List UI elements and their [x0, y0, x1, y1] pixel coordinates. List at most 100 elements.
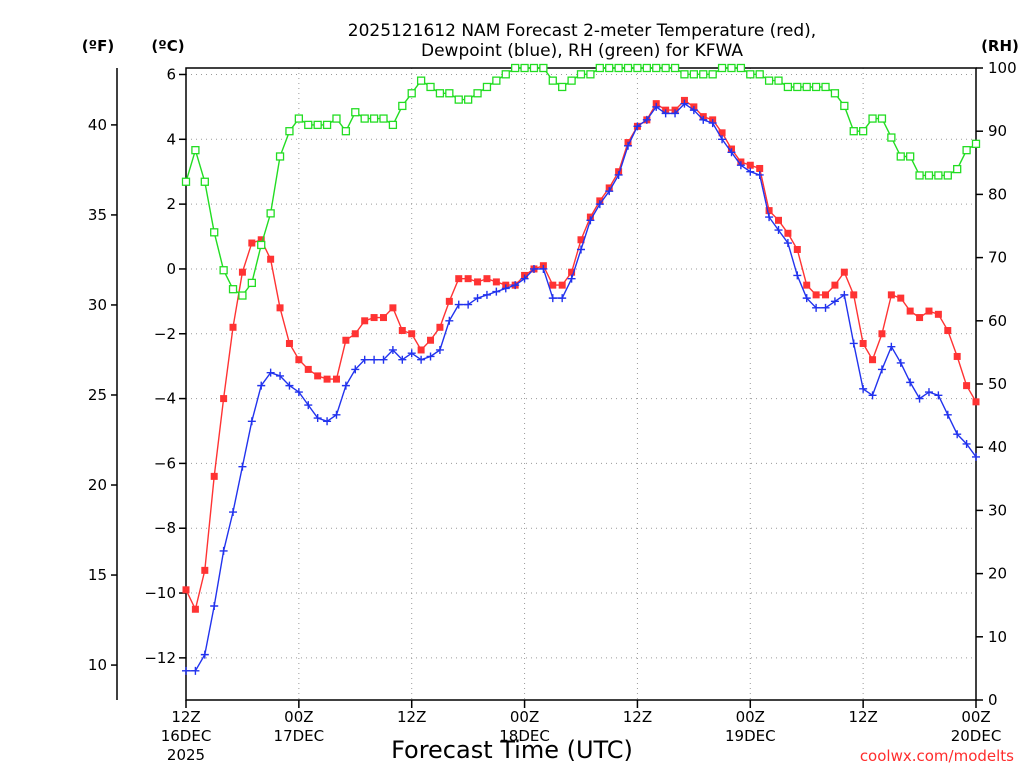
- temperature-point: [803, 281, 811, 289]
- dewpoint-point: [586, 216, 595, 225]
- rh-tick-label: 80: [988, 185, 1007, 203]
- rh-tick-label: 70: [988, 249, 1007, 267]
- rh-point: [228, 285, 238, 294]
- dewpoint-point: [304, 401, 313, 410]
- dewpoint-point: [210, 602, 219, 611]
- temperature-point: [549, 281, 557, 289]
- rh-point: [529, 63, 539, 73]
- rh-point: [266, 209, 275, 218]
- dewpoint-point: [642, 115, 651, 124]
- fahrenheit-tick-label: 40: [88, 116, 107, 134]
- dewpoint-point: [887, 342, 896, 351]
- temperature-point: [859, 339, 867, 347]
- dewpoint-point: [285, 381, 294, 390]
- rh-point: [755, 70, 764, 79]
- temperature-point: [906, 307, 914, 315]
- rh-point: [586, 70, 595, 79]
- x-tick-label-date: 20DEC: [951, 727, 1002, 745]
- temperature-point: [483, 275, 491, 283]
- celsius-tick-label: 6: [166, 65, 176, 83]
- rh-point: [887, 133, 896, 142]
- rh-tick-label: 10: [988, 628, 1007, 646]
- axes: 403530252015106420−2−4−6−8−10−1210090807…: [88, 59, 1017, 764]
- temperature-point: [812, 291, 820, 299]
- temperature-point: [436, 323, 444, 331]
- temperature-point: [389, 304, 397, 312]
- rh-point: [332, 114, 341, 123]
- rh-point: [200, 177, 209, 186]
- x-tick-label-time: 12Z: [623, 708, 652, 726]
- dewpoint-series: [182, 99, 980, 675]
- rh-point: [953, 164, 962, 174]
- dewpoint-point: [398, 355, 407, 364]
- rh-point: [746, 70, 755, 79]
- temperature-point: [869, 356, 877, 364]
- dewpoint-point: [370, 355, 379, 364]
- rh-point: [736, 63, 746, 73]
- rh-tick-label: 30: [988, 501, 1007, 519]
- rh-point: [830, 89, 840, 98]
- dewpoint-point: [746, 167, 755, 176]
- dewpoint-point: [614, 170, 623, 179]
- rh-point: [454, 95, 463, 104]
- rh-point: [934, 171, 943, 180]
- rh-point: [868, 114, 877, 123]
- temperature-point: [427, 336, 435, 344]
- dewpoint-point: [727, 148, 736, 157]
- rh-point: [511, 63, 520, 73]
- temperature-point: [756, 164, 764, 172]
- dewpoint-point: [605, 187, 614, 196]
- rh-point: [661, 63, 670, 73]
- x-tick-label-time: 00Z: [961, 708, 990, 726]
- rh-point: [191, 146, 200, 155]
- rh-point: [388, 120, 398, 130]
- rh-point: [680, 70, 689, 79]
- temperature-point: [323, 375, 331, 383]
- rh-point: [341, 127, 351, 136]
- rh-point: [971, 139, 981, 148]
- dewpoint-point: [736, 161, 745, 170]
- temperature-point: [182, 586, 190, 594]
- dewpoint-point: [388, 345, 397, 354]
- rh-point: [717, 63, 727, 73]
- rh-point: [369, 114, 379, 123]
- rh-point: [257, 240, 266, 250]
- dewpoint-point: [229, 508, 238, 517]
- rh-tick-label: 100: [988, 59, 1017, 77]
- temperature-point: [963, 382, 971, 390]
- rh-point: [915, 171, 924, 180]
- rh-point: [219, 266, 228, 275]
- fahrenheit-tick-label: 25: [88, 386, 107, 404]
- temperature-point: [878, 330, 886, 338]
- temperature-point: [276, 304, 284, 312]
- dewpoint-point: [840, 290, 849, 299]
- temperature-point: [370, 314, 378, 322]
- dewpoint-point: [934, 391, 943, 400]
- dewpoint-point: [953, 430, 962, 439]
- celsius-tick-label: −8: [154, 519, 176, 537]
- dewpoint-point: [426, 352, 435, 361]
- rh-point: [294, 114, 304, 123]
- rh-point: [670, 63, 680, 73]
- x-tick-label-date: 18DEC: [499, 727, 550, 745]
- rh-point: [548, 76, 557, 85]
- rh-point: [849, 127, 858, 136]
- temperature-point: [201, 566, 209, 574]
- dewpoint-point: [539, 264, 548, 273]
- temperature-point: [342, 336, 350, 344]
- rh-point: [445, 89, 454, 98]
- celsius-axis-label: (ºC): [151, 37, 184, 55]
- dewpoint-point: [943, 410, 952, 419]
- dewpoint-point: [511, 281, 520, 290]
- temperature-point: [925, 307, 933, 315]
- dewpoint-point: [793, 271, 802, 280]
- dewpoint-point: [200, 650, 209, 659]
- rh-point: [238, 291, 247, 300]
- rh-tick-label: 90: [988, 122, 1007, 140]
- fahrenheit-tick-label: 15: [88, 566, 107, 584]
- temperature-point: [718, 129, 726, 137]
- temperature-point: [398, 327, 406, 335]
- dewpoint-point: [313, 414, 322, 423]
- rh-point: [802, 82, 811, 92]
- x-axis-title: Forecast Time (UTC): [391, 736, 633, 764]
